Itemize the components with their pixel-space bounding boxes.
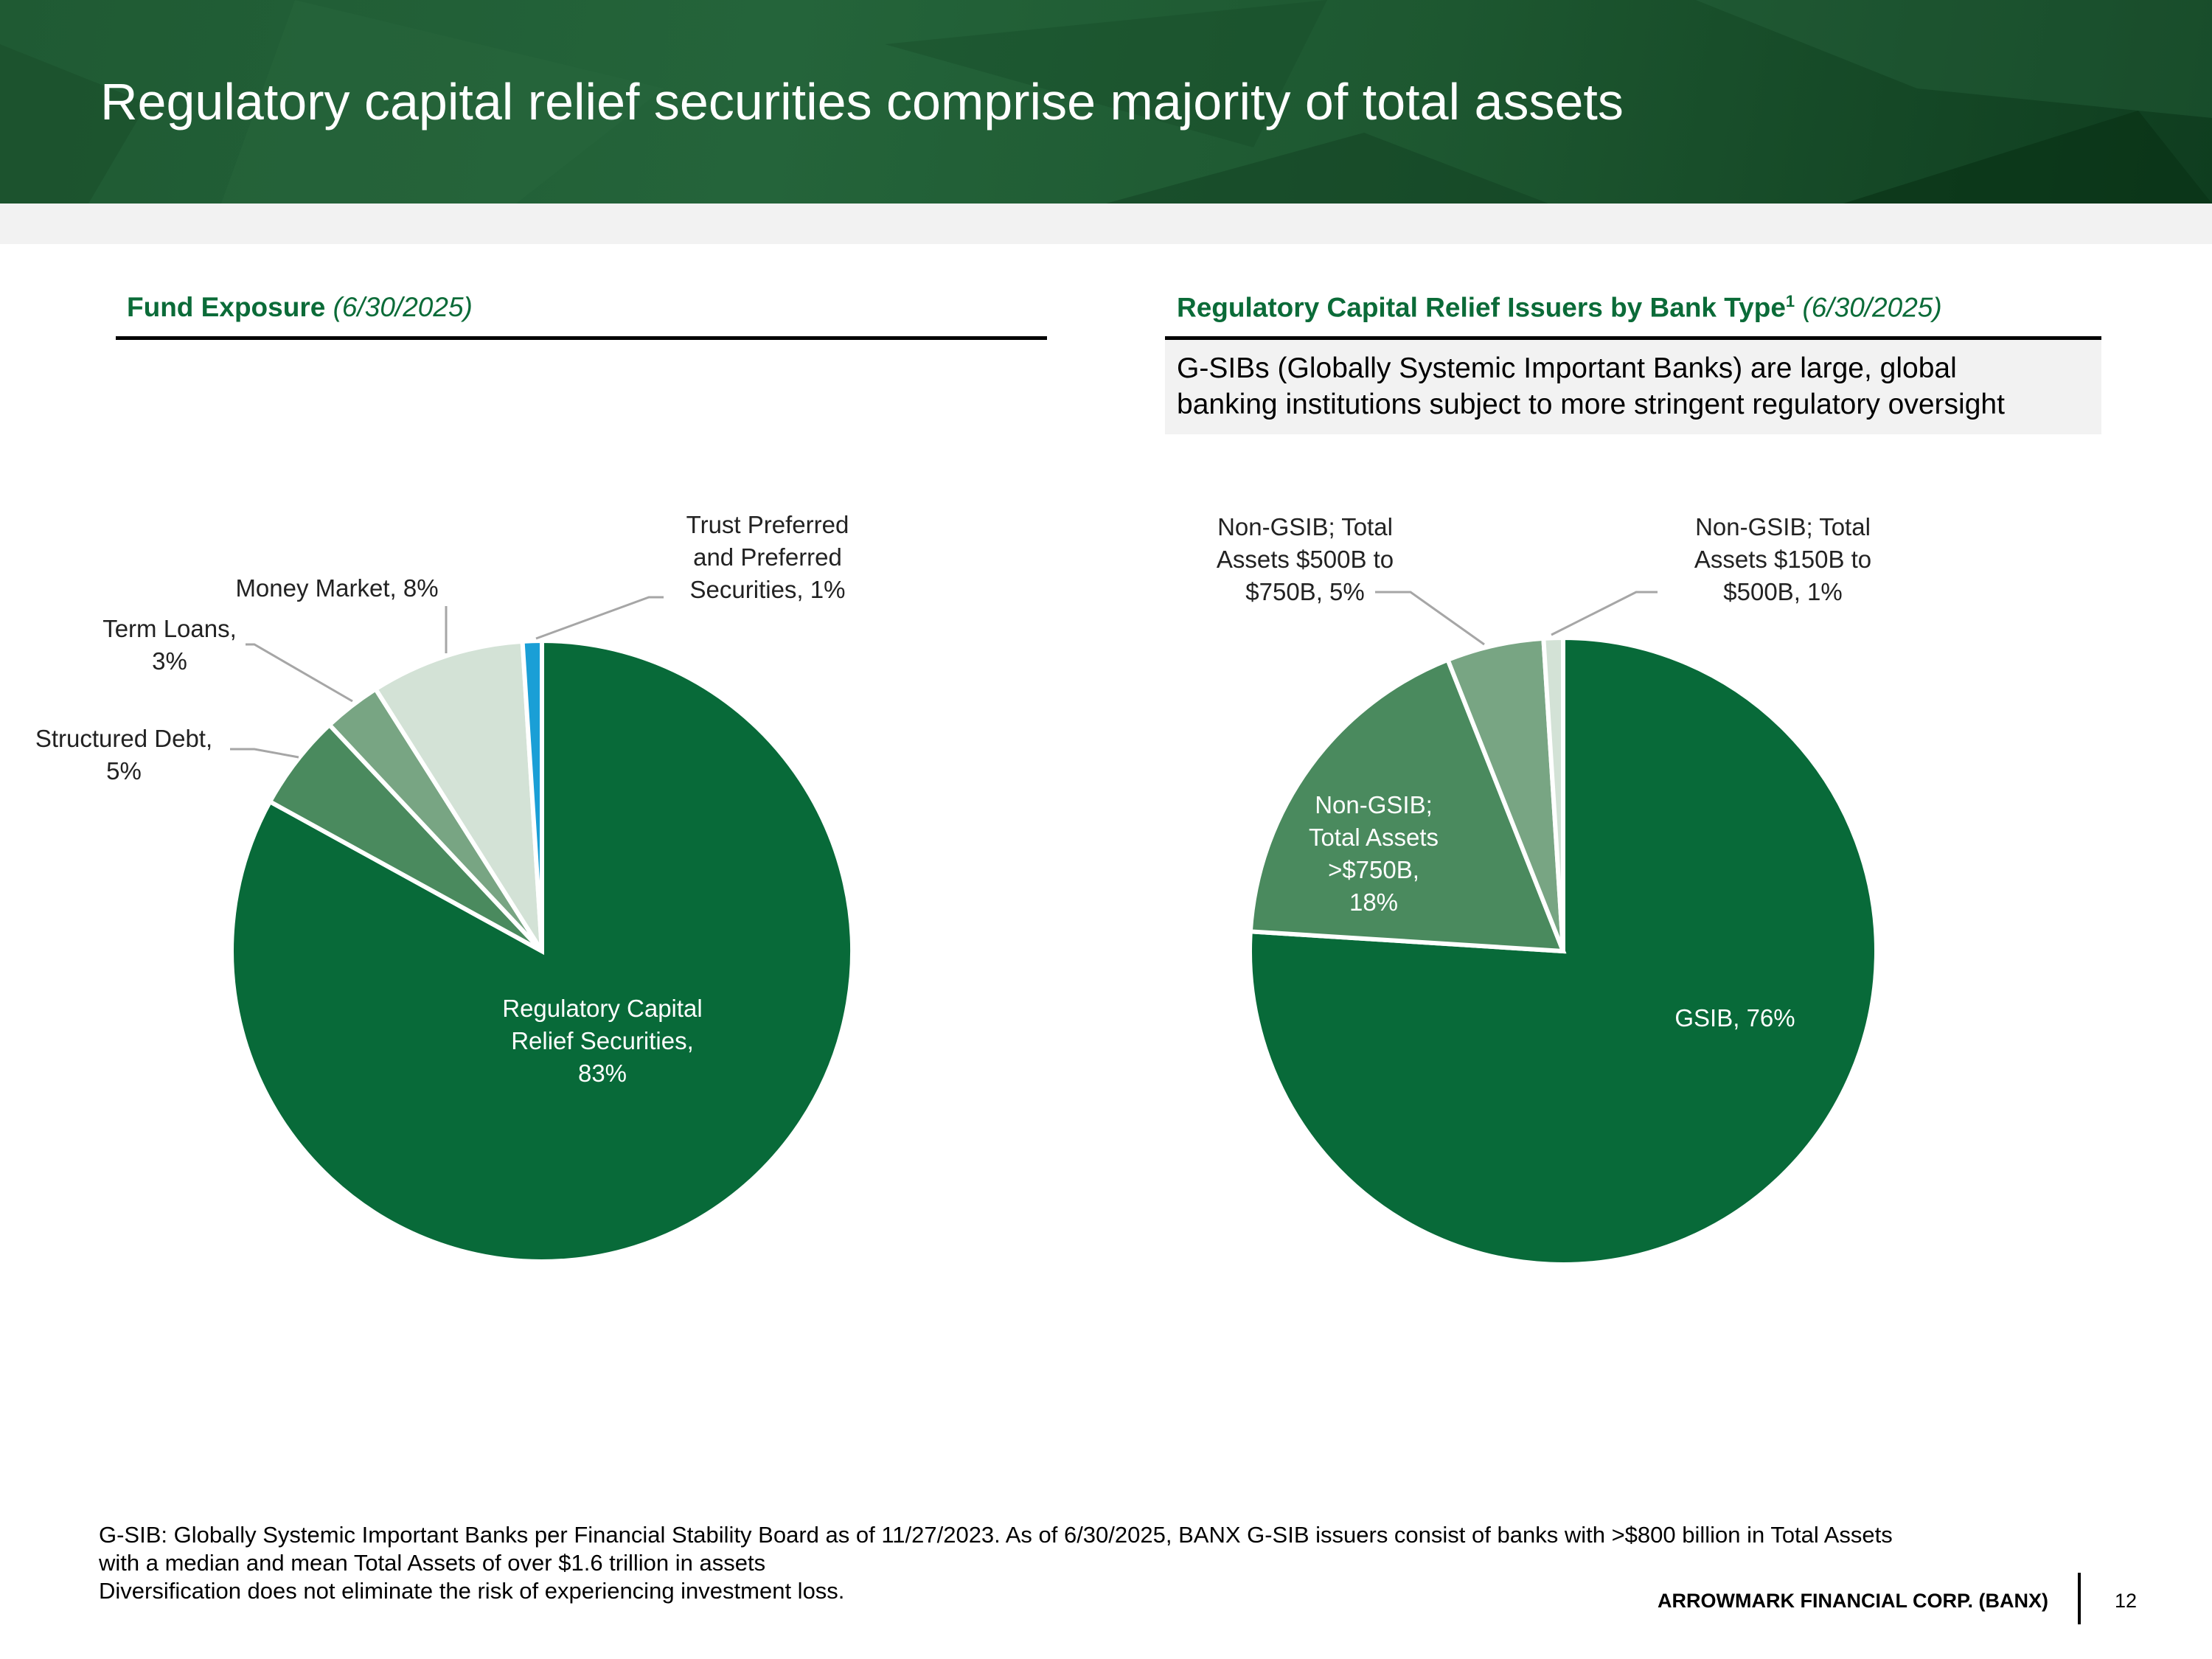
header-banner: Regulatory capital relief securities com… <box>0 0 2212 204</box>
data-label-line: and Preferred <box>693 543 842 571</box>
data-label-line: Term Loans, <box>102 615 237 642</box>
data-label-line: Money Market, 8% <box>235 574 438 602</box>
footnote-marker: 1 <box>1785 292 1795 310</box>
data-label-line: Non-GSIB; <box>1315 791 1433 818</box>
data-label-line: >$750B, <box>1328 856 1419 883</box>
page-title: Regulatory capital relief securities com… <box>100 73 1624 131</box>
data-label-line: Non-GSIB; Total <box>1695 513 1871 540</box>
info-line: banking institutions subject to more str… <box>1177 389 2005 420</box>
gsib-info-box: G-SIBs (Globally Systemic Important Bank… <box>1165 340 2101 434</box>
pie-slice <box>1248 656 1567 954</box>
leader-lines <box>230 591 1658 759</box>
footer-divider <box>2078 1573 2081 1624</box>
heading-rule <box>116 336 1047 340</box>
data-label: Non-GSIB; Total Assets >$750B, 18% <box>1309 791 1439 916</box>
data-label-line: Structured Debt, <box>35 725 212 752</box>
heading-date: (6/30/2025) <box>1802 292 1942 323</box>
data-label-line: Total Assets <box>1309 824 1439 851</box>
fund-exposure-heading: Fund Exposure (6/30/2025) <box>127 292 473 323</box>
data-label: Regulatory Capital Relief Securities, 83% <box>502 995 702 1087</box>
data-label-line: Non-GSIB; Total <box>1217 513 1393 540</box>
data-label: Money Market, 8% <box>235 574 438 602</box>
data-label-line: Relief Securities, <box>511 1027 694 1054</box>
fund-exposure-pie <box>229 638 855 1264</box>
data-label: Structured Debt, 5% <box>35 725 212 785</box>
company-name: ARROWMARK FINANCIAL CORP. (BANX) <box>1658 1590 2048 1612</box>
data-label: Term Loans, 3% <box>102 615 237 675</box>
leader-line <box>246 643 353 703</box>
data-label: Non-GSIB; Total Assets $500B to $750B, 5% <box>1217 513 1394 605</box>
header-band <box>0 204 2212 244</box>
header-background-pattern <box>0 0 2212 204</box>
leader-line <box>1551 591 1658 636</box>
data-label: Trust Preferred and Preferred Securities, … <box>686 511 849 603</box>
page-number: 12 <box>2115 1590 2138 1612</box>
heading-date: (6/30/2025) <box>333 292 473 322</box>
data-label-line: Trust Preferred <box>686 511 849 538</box>
data-label-line: 83% <box>578 1060 627 1087</box>
data-label-line: Regulatory Capital <box>502 995 702 1022</box>
heading-rule <box>1165 336 2101 340</box>
data-label-line: GSIB, 76% <box>1674 1004 1795 1032</box>
pie-slice <box>1541 635 1565 952</box>
footnote-line: G-SIB: Globally Systemic Important Banks… <box>99 1522 1893 1548</box>
disclaimer: Diversification does not eliminate the r… <box>99 1578 845 1604</box>
footnote-line: with a median and mean Total Assets of o… <box>99 1550 766 1576</box>
data-label-line: 3% <box>152 647 187 675</box>
data-label-line: 5% <box>106 757 142 785</box>
data-label-line: Assets $150B to <box>1694 546 1871 573</box>
heading-text: Fund Exposure <box>127 292 326 322</box>
data-label: GSIB, 76% <box>1674 1004 1795 1032</box>
leader-line <box>1375 591 1485 646</box>
data-label-line: Securities, 1% <box>690 576 846 603</box>
data-label-line: 18% <box>1349 888 1398 916</box>
issuers-heading: Regulatory Capital Relief Issuers by Ban… <box>1177 292 1942 323</box>
data-label: Non-GSIB; Total Assets $150B to $500B, 1% <box>1694 513 1871 605</box>
bank-type-pie <box>1248 635 1879 1267</box>
leader-line <box>230 748 299 759</box>
data-label-line: $500B, 1% <box>1723 578 1842 605</box>
data-label-line: Assets $500B to <box>1217 546 1394 573</box>
info-line: G-SIBs (Globally Systemic Important Bank… <box>1177 352 1957 384</box>
pie-slice <box>520 638 544 952</box>
pie-slice <box>372 639 544 953</box>
leader-line <box>535 596 664 640</box>
heading-text: Regulatory Capital Relief Issuers by Ban… <box>1177 292 1786 323</box>
data-label-line: $750B, 5% <box>1245 578 1364 605</box>
